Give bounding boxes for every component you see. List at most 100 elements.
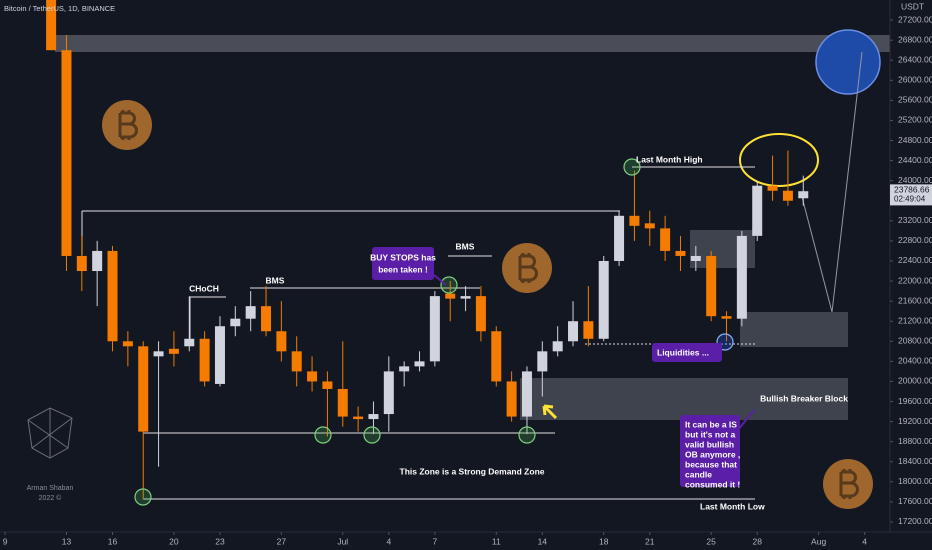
y-tick-label: 17200.00 [898, 516, 932, 526]
bitcoin-icons [102, 100, 873, 509]
candle-body [798, 191, 809, 199]
marker [134, 488, 152, 506]
callouts [27, 247, 755, 487]
y-tick-label: 18400.00 [898, 456, 932, 466]
x-tick-label: Aug [811, 536, 826, 546]
x-tick-label: 25 [706, 536, 716, 546]
candle-body [506, 381, 517, 417]
candle-body [706, 255, 717, 317]
candle-body [307, 371, 318, 382]
marker [363, 426, 381, 444]
candle-body [537, 351, 548, 372]
marker [440, 276, 458, 294]
supply-zone [55, 35, 890, 52]
candle-body [675, 250, 686, 256]
y-tick-label: 26400.00 [898, 54, 932, 64]
annotation: been taken ! [378, 264, 428, 274]
callout-pointer [737, 409, 755, 431]
candle-body [276, 331, 287, 352]
y-tick-label: 19600.00 [898, 396, 932, 406]
y-tick-label: 27200.00 [898, 14, 932, 24]
x-tick-label: 11 [492, 536, 501, 546]
y-tick-label: 26000.00 [898, 75, 932, 85]
callout-box [372, 247, 434, 280]
annotation: It can be a IS [685, 419, 737, 429]
chart-title: Bitcoin / TetherUS, 1D, BINANCE [4, 4, 115, 13]
candle-body [721, 316, 732, 319]
projection-line [801, 51, 863, 313]
annotation: BUY STOPS has [370, 252, 436, 262]
candle-body [491, 331, 502, 382]
candle-body [660, 228, 671, 251]
x-tick-label: 28 [752, 536, 762, 546]
x-tick-label: 23 [215, 536, 225, 546]
candle-body [261, 306, 272, 332]
y-tick-label: 22000.00 [898, 275, 932, 285]
annotation: valid bullish [685, 439, 734, 449]
zones [55, 29, 890, 420]
candle-body [767, 185, 778, 191]
watermark-logo [27, 407, 73, 459]
annotation: This Zone is a Strong Demand Zone [400, 466, 545, 476]
x-tick-label: 27 [277, 536, 287, 546]
annotation: OB anymore , [685, 449, 740, 459]
candle-body [337, 388, 348, 417]
price-label: 23786.66 [894, 185, 930, 195]
y-tick-label: 18800.00 [898, 436, 932, 446]
y-tick-label: 21200.00 [898, 315, 932, 325]
y-tick-label: 20000.00 [898, 376, 932, 386]
candle-body [399, 366, 410, 372]
callout-pointer [704, 342, 723, 353]
annotation: candle [685, 469, 712, 479]
candle-body [368, 414, 379, 420]
y-tick-label: 19200.00 [898, 416, 932, 426]
candle-body [445, 293, 456, 299]
demand-block [740, 312, 848, 347]
y-tick-label: 24800.00 [898, 135, 932, 145]
x-tick-label: 21 [645, 536, 655, 546]
annotation: BMS [456, 241, 475, 251]
candle-body [122, 341, 133, 347]
candle-body [521, 371, 532, 417]
annotation: Liquidities ... [657, 347, 709, 357]
candle-body [552, 341, 563, 352]
price-label-box [890, 184, 932, 206]
y-tick-label: 20800.00 [898, 336, 932, 346]
candle-body [153, 351, 164, 357]
x-tick-label: 4 [386, 536, 391, 546]
x-tick-label: 9 [3, 536, 8, 546]
candle-body [598, 260, 609, 339]
bitcoin-glyph [118, 110, 859, 499]
candle-body [752, 185, 763, 236]
annotation-texts: CHoCH BMS BMS BUY STOPS has been taken !… [4, 4, 848, 511]
candle-body [46, 0, 57, 51]
candle-body [629, 215, 640, 226]
y-tick-label: 17600.00 [898, 496, 932, 506]
candle-body [353, 416, 364, 420]
annotation: Bullish Breaker Block [760, 393, 848, 403]
candle-body [138, 346, 149, 432]
breaker-block [520, 378, 848, 420]
y-tick-label: 24400.00 [898, 155, 932, 165]
candle-body [322, 381, 333, 389]
candle-body [429, 296, 440, 362]
candle-body [184, 338, 195, 347]
annotation: CHoCH [189, 283, 219, 293]
watermark: 2022 © [39, 494, 63, 502]
candle-body [199, 338, 210, 382]
candles [46, 0, 809, 500]
annotation: BMS [266, 275, 285, 285]
candle-body [414, 361, 425, 367]
axis-title: USDT [901, 1, 924, 11]
x-tick-label: 20 [169, 536, 179, 546]
y-tick-label: 25200.00 [898, 115, 932, 125]
candle-body [736, 235, 747, 319]
callout-box [680, 415, 740, 487]
candle-body [214, 326, 225, 384]
candle-body [291, 351, 302, 372]
x-tick-label: 16 [108, 536, 118, 546]
marker [518, 426, 536, 444]
marker [314, 426, 332, 444]
candle-body [92, 250, 103, 272]
